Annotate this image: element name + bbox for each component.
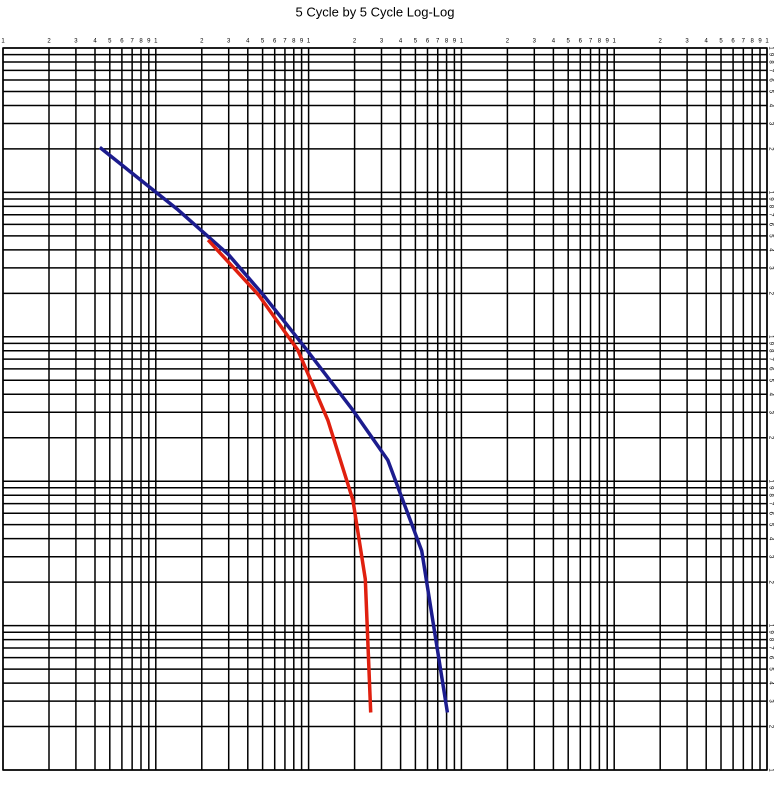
y-tick-label: 4 <box>767 681 773 685</box>
y-tick-label: 4 <box>767 393 773 397</box>
y-tick-label: 2 <box>767 292 773 296</box>
y-tick-label: 2 <box>767 436 773 440</box>
y-tick-label: 8 <box>767 60 773 64</box>
x-tick-label: 2 <box>506 39 510 45</box>
x-tick-label: 8 <box>292 39 296 45</box>
y-tick-label: 5 <box>767 523 773 527</box>
x-tick-label: 5 <box>261 39 265 45</box>
y-tick-label: 8 <box>767 349 773 353</box>
data-line <box>206 238 373 713</box>
y-tick-label: 3 <box>767 699 773 703</box>
x-tick-label: 6 <box>579 39 583 45</box>
x-tick-label: 8 <box>139 39 143 45</box>
y-tick-label: 6 <box>767 223 773 227</box>
y-tick-label: 1 <box>767 335 773 339</box>
x-tick-label: 1 <box>1 39 5 45</box>
y-tick-label: 4 <box>767 537 773 541</box>
data-line <box>98 146 450 713</box>
y-tick-label: 8 <box>767 638 773 642</box>
x-tick-label: 2 <box>47 39 51 45</box>
y-tick-label: 6 <box>767 512 773 516</box>
x-tick-label: 9 <box>453 39 457 45</box>
x-tick-label: 5 <box>108 39 112 45</box>
y-tick-label: 9 <box>767 631 773 635</box>
y-tick-label: 3 <box>767 266 773 270</box>
y-tick-label: 9 <box>767 342 773 346</box>
x-tick-label: 1 <box>307 39 311 45</box>
x-tick-label: 2 <box>659 39 663 45</box>
x-tick-label: 6 <box>273 39 277 45</box>
x-tick-label: 3 <box>380 39 384 45</box>
y-tick-label: 5 <box>767 234 773 238</box>
y-tick-label: 8 <box>767 494 773 498</box>
x-tick-label: 4 <box>705 39 709 45</box>
x-tick-label: 7 <box>436 39 440 45</box>
x-tick-label: 3 <box>685 39 689 45</box>
x-tick-label: 5 <box>567 39 571 45</box>
x-tick-label: 7 <box>742 39 746 45</box>
y-tick-label: 1 <box>767 46 773 50</box>
x-tick-label: 1 <box>765 39 769 45</box>
x-tick-label: 2 <box>353 39 357 45</box>
y-tick-label: 9 <box>767 53 773 57</box>
x-tick-label: 7 <box>130 39 134 45</box>
y-tick-label: 9 <box>767 486 773 490</box>
y-tick-label: 2 <box>767 147 773 151</box>
x-tick-label: 3 <box>533 39 537 45</box>
x-tick-label: 6 <box>426 39 430 45</box>
y-tick-label: 1 <box>767 624 773 628</box>
x-tick-label: 1 <box>613 39 617 45</box>
chart-title: 5 Cycle by 5 Cycle Log-Log <box>296 4 455 19</box>
x-tick-label: 5 <box>414 39 418 45</box>
x-tick-label: 8 <box>751 39 755 45</box>
y-tick-label: 3 <box>767 555 773 559</box>
y-tick-label: 6 <box>767 367 773 371</box>
x-tick-label: 7 <box>589 39 593 45</box>
x-tick-label: 9 <box>606 39 610 45</box>
y-tick-label: 2 <box>767 580 773 584</box>
y-tick-label: 9 <box>767 197 773 201</box>
y-tick-label: 7 <box>767 646 773 650</box>
x-tick-label: 9 <box>758 39 762 45</box>
x-tick-label: 6 <box>120 39 124 45</box>
y-tick-label: 4 <box>767 104 773 108</box>
y-tick-label: 5 <box>767 379 773 383</box>
x-tick-label: 8 <box>445 39 449 45</box>
y-tick-label: 7 <box>767 502 773 506</box>
y-tick-label: 6 <box>767 78 773 82</box>
x-tick-label: 1 <box>460 39 464 45</box>
y-tick-label: 1 <box>767 768 773 772</box>
x-tick-label: 9 <box>300 39 304 45</box>
x-tick-label: 4 <box>552 39 556 45</box>
y-tick-label: 1 <box>767 480 773 484</box>
y-tick-label: 3 <box>767 122 773 126</box>
y-tick-label: 7 <box>767 213 773 217</box>
y-tick-label: 6 <box>767 656 773 660</box>
x-tick-label: 3 <box>74 39 78 45</box>
y-tick-label: 5 <box>767 90 773 94</box>
x-tick-label: 8 <box>598 39 602 45</box>
y-tick-label: 5 <box>767 667 773 671</box>
y-tick-label: 7 <box>767 357 773 361</box>
y-tick-label: 1 <box>767 191 773 195</box>
x-tick-label: 5 <box>719 39 723 45</box>
x-tick-label: 2 <box>200 39 204 45</box>
x-tick-label: 4 <box>246 39 250 45</box>
plot-frame <box>2 47 768 771</box>
x-tick-label: 9 <box>147 39 151 45</box>
x-tick-label: 6 <box>731 39 735 45</box>
x-tick-label: 4 <box>93 39 97 45</box>
y-tick-label: 7 <box>767 69 773 73</box>
x-tick-label: 4 <box>399 39 403 45</box>
y-tick-label: 4 <box>767 248 773 252</box>
x-tick-label: 3 <box>227 39 231 45</box>
y-tick-label: 3 <box>767 411 773 415</box>
x-tick-label: 7 <box>283 39 287 45</box>
x-tick-label: 1 <box>154 39 158 45</box>
y-tick-label: 8 <box>767 205 773 209</box>
y-tick-label: 2 <box>767 725 773 729</box>
